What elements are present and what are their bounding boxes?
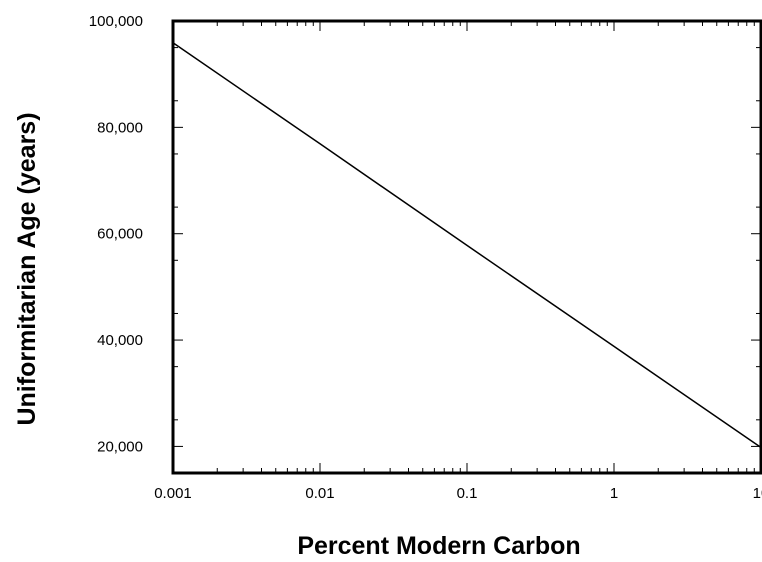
series-layer [172, 42, 762, 449]
tick-labels-layer: 0.001 0.01 0.1 1 10 20,000 40,000 60,000 80,000 1… [89, 13, 762, 502]
x-tick-label: 10 [753, 485, 762, 502]
x-tick-label: 0.1 [457, 485, 478, 502]
series-line [172, 42, 762, 449]
y-tick-label: 100,000 [89, 13, 143, 30]
y-tick-label: 80,000 [97, 119, 143, 136]
ticks-layer [172, 20, 762, 473]
y-tick-label: 40,000 [97, 332, 143, 349]
y-axis-title: Uniformitarian Age (years) [13, 112, 41, 425]
y-tick-label: 20,000 [97, 438, 143, 455]
x-tick-label: 0.001 [154, 485, 192, 502]
plot-frame [171, 19, 762, 475]
x-axis-title: Percent Modern Carbon [297, 532, 580, 560]
x-tick-label: 0.01 [305, 485, 334, 502]
y-tick-label: 60,000 [97, 226, 143, 243]
x-tick-label: 1 [610, 485, 618, 502]
